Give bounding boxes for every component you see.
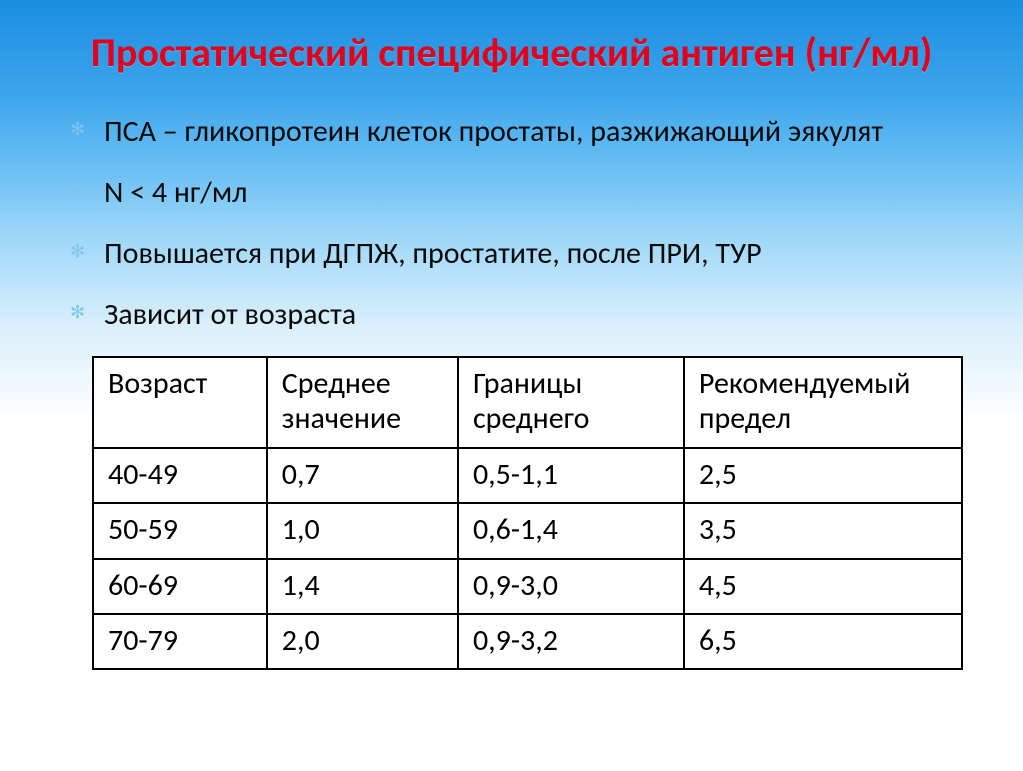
table-row: 40-49 0,7 0,5-1,1 2,5 (93, 448, 962, 503)
bullet-item: ПСА – гликопротеин клеток простаты, разж… (66, 112, 957, 151)
slide: Простатический специфический антиген (нг… (0, 0, 1023, 771)
col-header-mean: Среднее значение (267, 357, 458, 448)
table-row: 50-59 1,0 0,6-1,4 3,5 (93, 503, 962, 558)
bullet-list: ПСА – гликопротеин клеток простаты, разж… (60, 112, 963, 334)
col-header-limit: Рекомендуемый предел (684, 357, 962, 448)
bullet-item: Повышается при ДГПЖ, простатите, после П… (66, 234, 957, 273)
cell-age: 70-79 (93, 614, 267, 669)
col-header-range: Границы среднего (458, 357, 684, 448)
cell-age: 50-59 (93, 503, 267, 558)
cell-limit: 6,5 (684, 614, 962, 669)
bullet-item: Зависит от возраста (66, 295, 957, 334)
bullet-item: N < 4 нг/мл (66, 173, 957, 212)
cell-range: 0,6-1,4 (458, 503, 684, 558)
cell-age: 60-69 (93, 559, 267, 614)
col-header-age: Возраст (93, 357, 267, 448)
cell-range: 0,5-1,1 (458, 448, 684, 503)
table-header-row: Возраст Среднее значение Границы среднег… (93, 357, 962, 448)
cell-mean: 0,7 (267, 448, 458, 503)
cell-mean: 2,0 (267, 614, 458, 669)
cell-limit: 2,5 (684, 448, 962, 503)
slide-title: Простатический специфический антиген (нг… (60, 30, 963, 76)
table-row: 70-79 2,0 0,9-3,2 6,5 (93, 614, 962, 669)
cell-mean: 1,0 (267, 503, 458, 558)
cell-limit: 4,5 (684, 559, 962, 614)
table-row: 60-69 1,4 0,9-3,0 4,5 (93, 559, 962, 614)
cell-mean: 1,4 (267, 559, 458, 614)
cell-range: 0,9-3,0 (458, 559, 684, 614)
cell-age: 40-49 (93, 448, 267, 503)
psa-table: Возраст Среднее значение Границы среднег… (92, 356, 963, 670)
cell-limit: 3,5 (684, 503, 962, 558)
cell-range: 0,9-3,2 (458, 614, 684, 669)
